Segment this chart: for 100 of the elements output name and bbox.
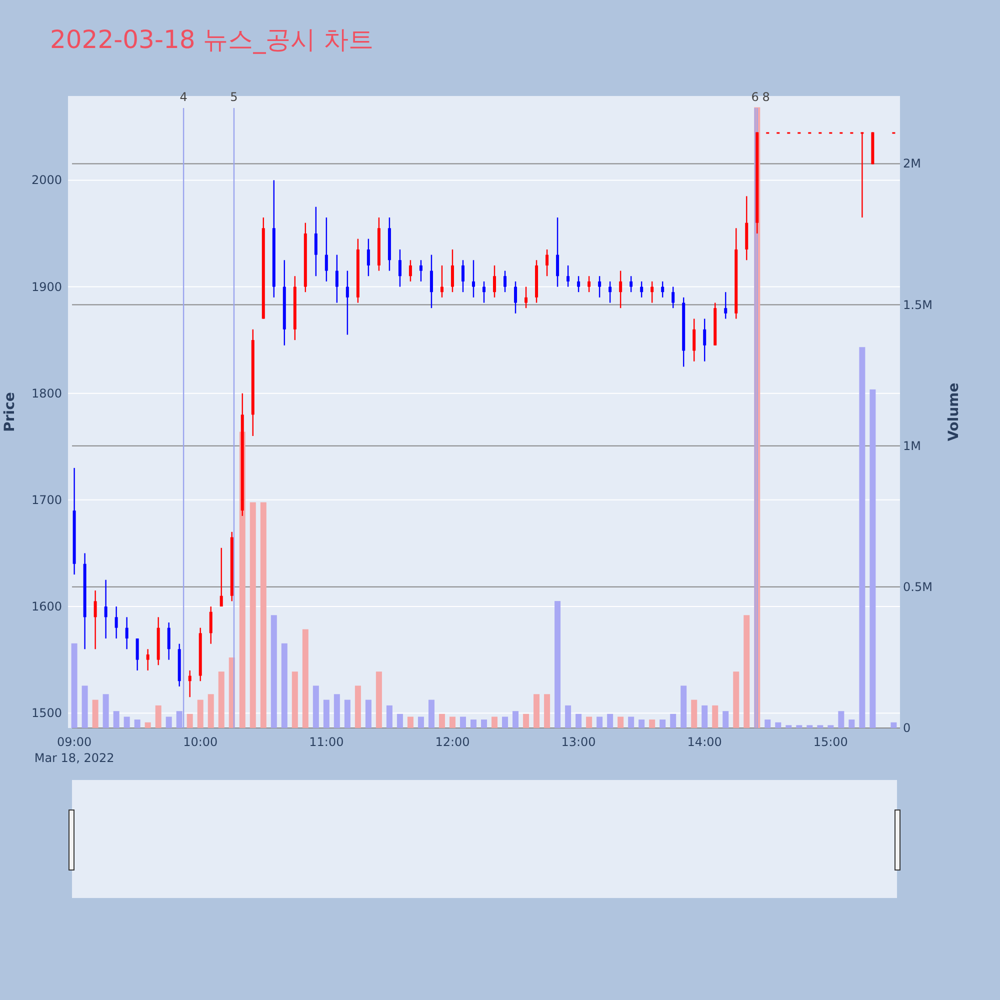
bar	[312, 686, 319, 728]
x-tick-label: 13:00	[561, 735, 596, 749]
bar	[670, 714, 676, 728]
candlestick	[514, 280, 518, 314]
candlestick	[209, 606, 212, 644]
bar	[134, 720, 140, 728]
candlestick	[588, 276, 591, 293]
y-tick-label: 1700	[31, 492, 62, 507]
candlestick	[94, 590, 97, 650]
bar	[870, 389, 876, 728]
bar	[817, 725, 824, 728]
candlestick	[608, 280, 612, 304]
bar	[607, 714, 614, 728]
bar	[712, 705, 718, 728]
x-tick-label: 10:00	[183, 735, 218, 749]
bar	[376, 672, 382, 728]
bar	[71, 643, 78, 728]
bar	[660, 720, 666, 728]
bar	[270, 615, 277, 728]
bar	[208, 694, 214, 728]
bar	[764, 720, 771, 728]
bar	[649, 720, 656, 728]
ref-line-label: 4	[180, 90, 188, 104]
bar	[502, 716, 508, 728]
bar	[618, 716, 624, 728]
bar	[354, 686, 361, 728]
bar	[186, 714, 193, 728]
bar	[460, 716, 466, 728]
bar	[470, 720, 476, 728]
candlestick	[136, 638, 139, 672]
candlestick	[188, 670, 192, 698]
bar	[334, 694, 340, 728]
bar	[365, 700, 372, 728]
bar	[323, 700, 330, 728]
bar	[544, 694, 550, 728]
bar	[733, 672, 740, 728]
bar	[806, 725, 813, 728]
candlestick	[366, 238, 370, 277]
candlestick	[324, 216, 328, 282]
bar	[218, 672, 224, 728]
chart-title: 2022-03-18 뉴스_공시 차트	[50, 25, 374, 54]
candlestick	[556, 216, 560, 288]
bar	[702, 705, 708, 728]
bar	[344, 700, 350, 728]
bar	[197, 700, 204, 728]
bar	[691, 700, 698, 728]
candlestick	[114, 606, 118, 640]
bar	[565, 705, 572, 728]
candlestick	[692, 318, 696, 362]
candlestick	[335, 254, 338, 304]
bar	[576, 714, 582, 728]
y-tick-label: 1600	[31, 600, 62, 614]
bar	[586, 716, 592, 728]
y2-tick-label: 0.5M	[903, 580, 932, 594]
candlestick	[398, 248, 402, 288]
y2-axis-title: Volume	[946, 382, 962, 442]
y-axis-title: Price	[2, 392, 18, 432]
bar	[638, 720, 645, 728]
bar	[481, 720, 487, 728]
candlestick	[619, 270, 622, 309]
candlestick	[314, 206, 318, 277]
x-tick-label: 09:00 Mar 18, 2022	[34, 735, 114, 765]
candlestick	[450, 248, 454, 293]
candlestick	[640, 280, 644, 298]
candlestick	[504, 270, 507, 293]
bar	[786, 725, 792, 728]
candlestick	[125, 616, 128, 650]
bar	[722, 711, 729, 728]
bar	[775, 722, 782, 728]
candlestick	[566, 264, 570, 288]
candlestick	[440, 264, 444, 298]
candlestick	[598, 276, 602, 298]
candlestick	[630, 276, 633, 293]
candlestick	[724, 292, 728, 320]
bar	[407, 716, 414, 728]
candlestick	[650, 280, 654, 304]
ref-line-label: 5	[230, 90, 238, 104]
candlestick	[419, 260, 422, 282]
bar	[144, 722, 151, 728]
y-tick-label: 1900	[31, 280, 62, 294]
candlestick	[482, 280, 486, 304]
bar	[438, 714, 445, 728]
candlestick	[472, 260, 475, 298]
candlestick	[661, 280, 664, 298]
candlestick	[167, 622, 170, 660]
candlestick	[524, 286, 528, 309]
y2-tick-label: 1M	[903, 438, 921, 453]
bar	[302, 629, 308, 728]
bar	[838, 711, 844, 728]
candlestick	[860, 132, 864, 218]
candlestick	[104, 579, 108, 640]
candlestick	[672, 286, 675, 309]
bar	[166, 716, 172, 728]
bar	[449, 716, 456, 728]
y2-tick-label: 0	[903, 721, 911, 735]
candlestick	[703, 318, 706, 362]
bar	[596, 716, 603, 728]
candlestick	[408, 260, 412, 282]
bar	[102, 694, 109, 728]
bar	[260, 502, 266, 728]
